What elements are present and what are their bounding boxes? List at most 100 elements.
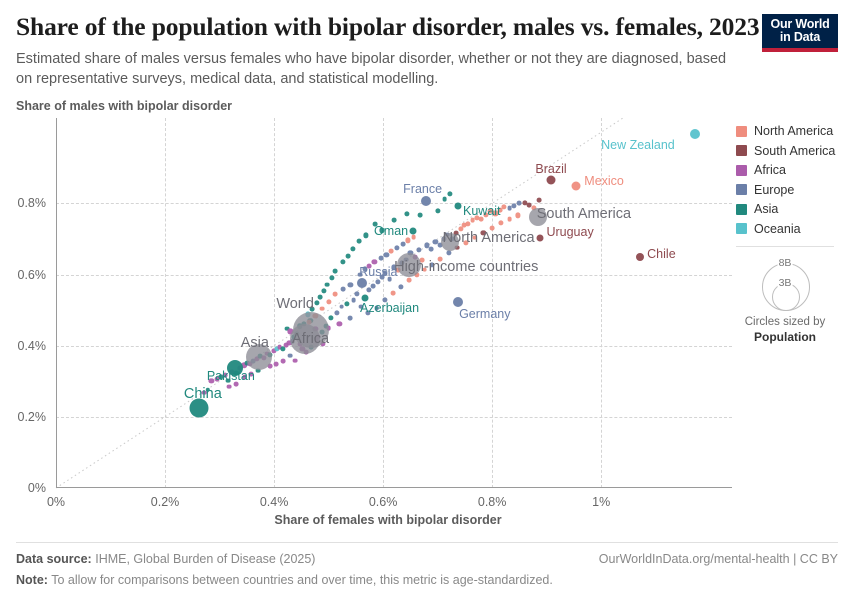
data-point[interactable] (422, 267, 427, 272)
legend-item-africa[interactable]: Africa (736, 163, 842, 177)
data-point[interactable] (415, 247, 422, 253)
data-point[interactable] (286, 340, 292, 346)
data-point[interactable] (516, 200, 522, 206)
data-point[interactable] (274, 346, 280, 352)
data-point[interactable] (522, 200, 528, 206)
data-point[interactable] (292, 358, 298, 364)
data-point[interactable] (394, 244, 400, 251)
data-point[interactable] (214, 376, 220, 382)
data-point[interactable] (404, 211, 410, 217)
data-point[interactable] (442, 196, 448, 202)
data-point[interactable] (241, 362, 247, 369)
data-point[interactable] (432, 239, 439, 245)
data-point[interactable] (347, 315, 353, 321)
data-point[interactable] (351, 297, 357, 303)
data-point[interactable] (383, 252, 389, 258)
attribution-link[interactable]: OurWorldInData.org/mental-health | CC BY (598, 552, 838, 566)
data-point[interactable] (457, 226, 464, 232)
data-point[interactable] (419, 257, 425, 263)
data-point[interactable] (205, 387, 210, 392)
data-point[interactable] (267, 363, 273, 369)
data-point[interactable] (526, 202, 532, 208)
data-point[interactable] (501, 204, 507, 210)
data-point[interactable] (345, 253, 351, 259)
data-point[interactable] (497, 207, 503, 213)
data-point[interactable] (478, 216, 484, 222)
data-point[interactable] (375, 279, 381, 285)
data-point[interactable] (317, 294, 323, 300)
data-point[interactable] (283, 342, 289, 348)
data-point[interactable] (530, 205, 537, 211)
legend-item-europe[interactable]: Europe (736, 183, 842, 197)
data-point[interactable] (379, 274, 385, 280)
data-point[interactable] (233, 381, 239, 387)
data-point[interactable] (489, 225, 495, 231)
data-point[interactable] (280, 345, 286, 352)
data-point[interactable] (222, 372, 228, 378)
data-point-south-america[interactable] (528, 207, 547, 226)
data-point[interactable] (507, 205, 512, 211)
data-point[interactable] (447, 191, 453, 197)
data-point[interactable] (218, 374, 224, 380)
data-point[interactable] (313, 300, 320, 306)
data-point[interactable] (366, 287, 372, 293)
data-point[interactable] (463, 239, 469, 246)
data-point[interactable] (417, 213, 423, 218)
data-point-germany[interactable] (452, 296, 463, 307)
data-point[interactable] (470, 218, 475, 223)
data-point[interactable] (428, 246, 434, 252)
data-point-new-zealand[interactable] (689, 129, 700, 139)
legend-item-asia[interactable]: Asia (736, 202, 842, 216)
data-point[interactable] (201, 390, 207, 396)
data-point[interactable] (406, 277, 412, 283)
data-point[interactable] (280, 358, 286, 364)
data-point[interactable] (273, 361, 279, 367)
data-point[interactable] (397, 284, 404, 290)
data-point[interactable] (370, 283, 376, 289)
data-point[interactable] (344, 301, 350, 307)
data-point-brazil[interactable] (546, 175, 556, 185)
data-point[interactable] (454, 245, 460, 250)
data-point[interactable] (354, 291, 360, 297)
data-point[interactable] (465, 221, 471, 227)
data-point[interactable] (487, 208, 493, 214)
data-point[interactable] (365, 310, 371, 316)
data-point[interactable] (480, 230, 486, 236)
data-point[interactable] (332, 292, 338, 297)
data-point[interactable] (379, 255, 384, 261)
data-point[interactable] (435, 207, 441, 214)
data-point[interactable] (391, 218, 397, 223)
data-point[interactable] (507, 216, 512, 222)
data-point[interactable] (461, 223, 467, 228)
data-point-chile[interactable] (636, 253, 645, 262)
data-point-high-income-countries[interactable] (397, 252, 422, 277)
data-point[interactable] (382, 297, 388, 303)
data-point[interactable] (248, 371, 254, 377)
data-point[interactable] (536, 197, 542, 203)
data-point[interactable] (374, 305, 379, 311)
data-point[interactable] (357, 272, 363, 277)
data-point-africa[interactable] (289, 323, 320, 354)
data-point[interactable] (482, 212, 489, 218)
data-point[interactable] (242, 374, 248, 380)
data-point-azerbaijan[interactable] (361, 294, 369, 302)
data-point[interactable] (329, 275, 335, 281)
data-point[interactable] (388, 248, 394, 254)
data-point-asia[interactable] (245, 344, 272, 371)
data-point[interactable] (515, 212, 521, 219)
data-point[interactable] (429, 261, 435, 268)
data-point[interactable] (339, 304, 345, 309)
data-point[interactable] (270, 348, 277, 354)
data-point[interactable] (277, 344, 282, 350)
data-point-russia[interactable] (357, 278, 368, 289)
data-point[interactable] (363, 232, 369, 238)
data-point[interactable] (400, 241, 406, 247)
data-point[interactable] (387, 276, 393, 282)
data-point[interactable] (325, 298, 332, 305)
data-point[interactable] (474, 215, 480, 221)
data-point[interactable] (371, 259, 377, 265)
data-point[interactable] (511, 202, 517, 209)
data-point-china[interactable] (189, 398, 209, 418)
legend-item-oceania[interactable]: Oceania (736, 222, 842, 236)
data-point-kuwait[interactable] (454, 202, 462, 210)
